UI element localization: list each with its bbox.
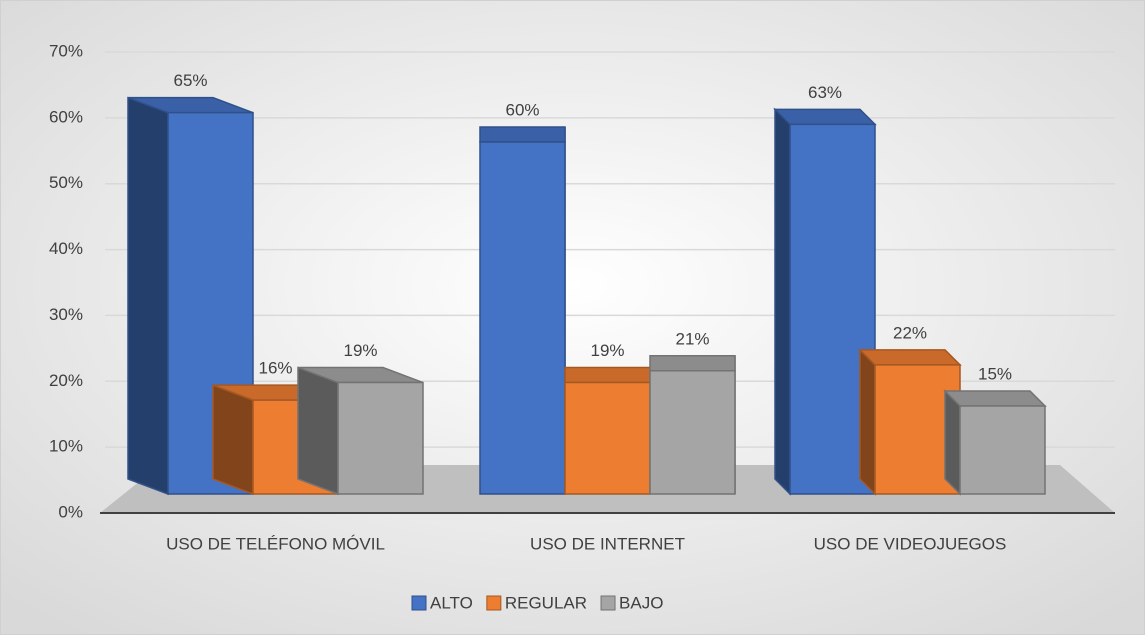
y-tick-label: 40% — [49, 239, 83, 258]
data-label: 65% — [173, 71, 207, 90]
legend-label: BAJO — [619, 593, 663, 612]
bar-top — [564, 366, 651, 384]
data-label: 15% — [978, 364, 1012, 383]
y-tick-label: 20% — [49, 371, 83, 390]
bar-front — [337, 381, 424, 495]
bar-top — [943, 390, 1047, 407]
data-label: 16% — [258, 359, 292, 378]
legend-swatch — [600, 595, 616, 611]
bar-side — [944, 389, 961, 496]
data-label: 22% — [893, 323, 927, 342]
bar-side — [212, 384, 254, 496]
bar-front — [564, 381, 651, 495]
bar-front — [649, 370, 736, 495]
data-label: 63% — [808, 83, 842, 102]
legend-swatch — [411, 595, 427, 611]
y-tick-label: 0% — [58, 502, 83, 521]
x-tick-label: USO DE INTERNET — [530, 534, 685, 553]
bar-front — [959, 405, 1046, 495]
bar-side — [774, 107, 791, 496]
bar — [858, 348, 962, 496]
bar — [297, 366, 424, 496]
data-label: 19% — [343, 341, 377, 360]
bar-side — [297, 366, 339, 496]
bar — [943, 389, 1047, 496]
legend-label: ALTO — [430, 593, 473, 612]
bar — [773, 107, 877, 496]
y-tick-label: 10% — [49, 437, 83, 456]
bar — [564, 366, 651, 495]
y-tick-label: 60% — [49, 107, 83, 126]
bar-side — [127, 96, 169, 496]
bar — [479, 126, 566, 495]
bar-top — [773, 108, 877, 126]
bar-top — [479, 126, 566, 143]
data-label: 21% — [675, 329, 709, 348]
y-tick-label: 70% — [49, 41, 83, 60]
data-label: 19% — [590, 341, 624, 360]
legend-swatch — [486, 595, 502, 611]
legend-label: REGULAR — [505, 593, 587, 612]
y-tick-label: 50% — [49, 173, 83, 192]
bar-side — [859, 348, 876, 496]
bar-top — [649, 355, 736, 372]
y-tick-label: 30% — [49, 305, 83, 324]
data-label: 60% — [505, 100, 539, 119]
bar — [649, 355, 736, 495]
bar-top — [858, 349, 962, 366]
x-tick-label: USO DE TELÉFONO MÓVIL — [166, 534, 385, 553]
x-tick-label: USO DE VIDEOJUEGOS — [814, 534, 1007, 553]
bar-front — [479, 141, 566, 495]
